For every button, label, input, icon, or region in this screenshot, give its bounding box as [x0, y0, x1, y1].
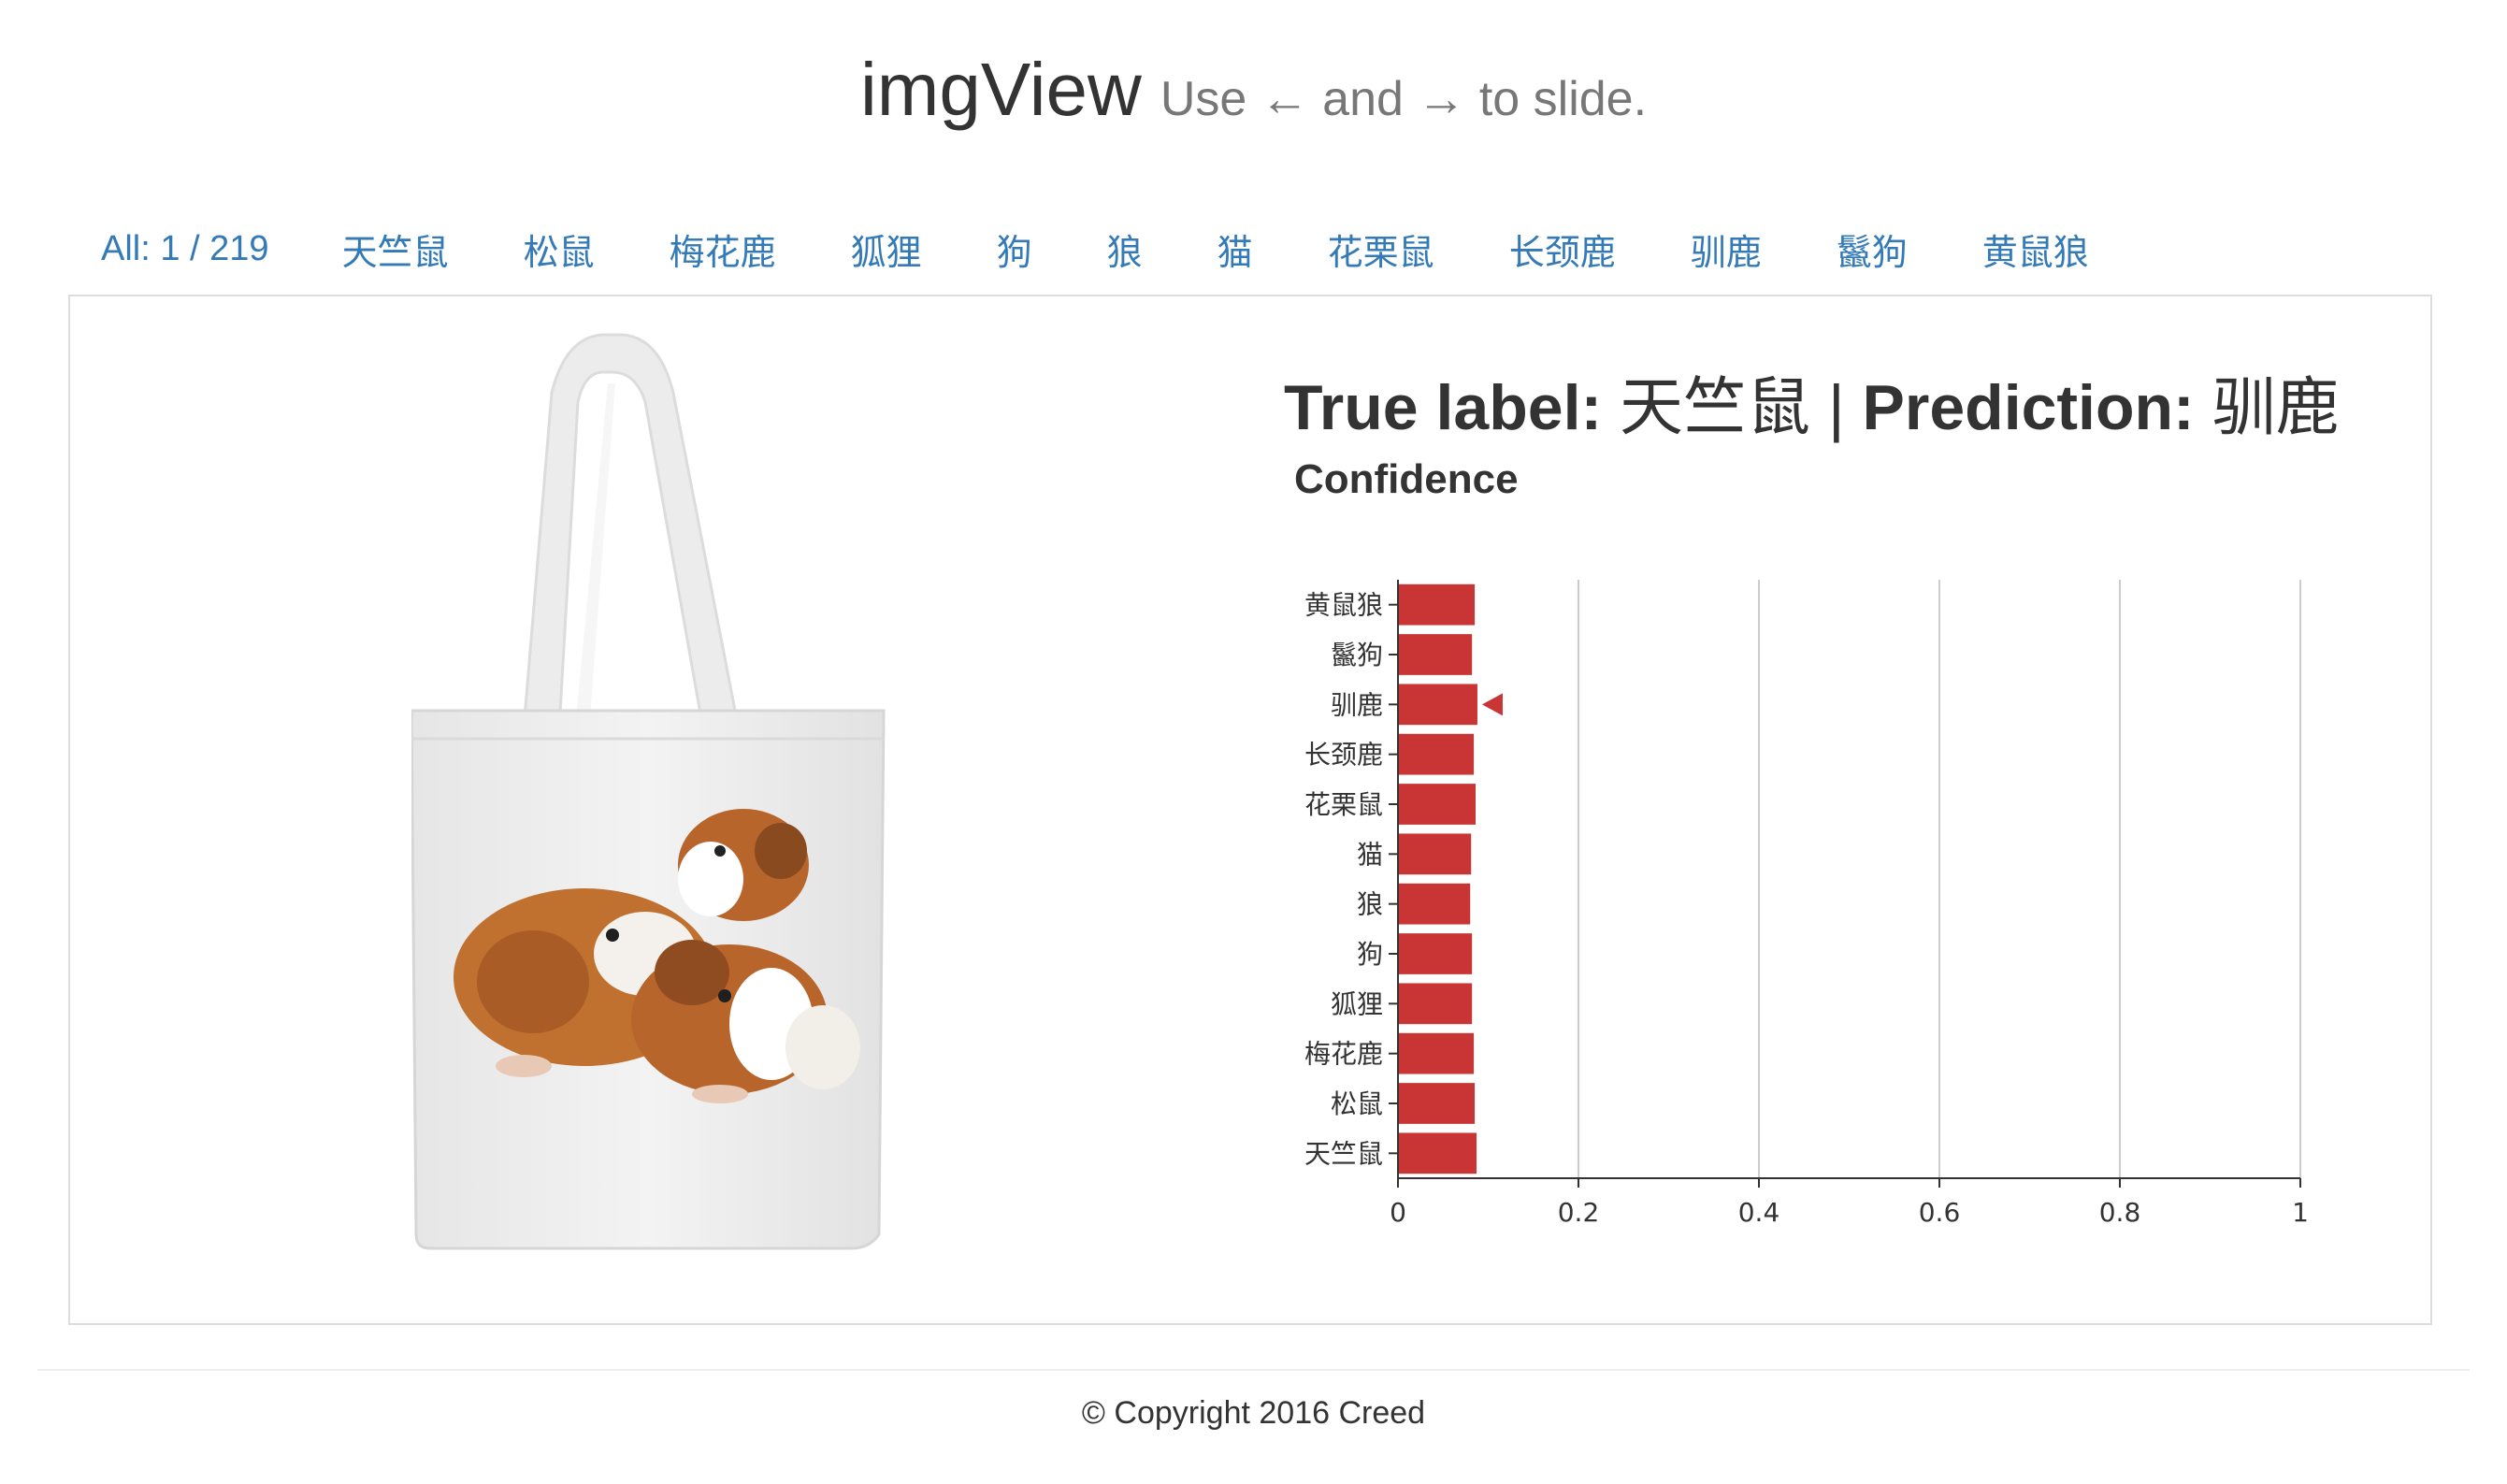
bar-黄鼠狼: [1399, 584, 1476, 626]
y-tick-label: 猫: [1357, 839, 1383, 870]
bar-长颈鹿: [1399, 733, 1475, 775]
bar-狼: [1399, 883, 1471, 925]
bar-梅花鹿: [1399, 1032, 1475, 1074]
nav-category-6[interactable]: 猫: [1217, 233, 1253, 273]
nav-category-9[interactable]: 驯鹿: [1690, 233, 1762, 273]
y-tick-label: 长颈鹿: [1304, 740, 1383, 771]
prediction-marker-icon: [1481, 693, 1503, 716]
bar-天竺鼠: [1399, 1132, 1477, 1174]
footer-copyright: © Copyright 2016 Creed: [1081, 1395, 1426, 1431]
y-tick-label: 梅花鹿: [1304, 1039, 1383, 1070]
bar-松鼠: [1399, 1083, 1476, 1124]
x-tick-label: 0.6: [1919, 1197, 1961, 1228]
x-tick-label: 1: [2292, 1197, 2309, 1228]
true-label-key: True label:: [1284, 372, 1603, 443]
guinea-pig-tote-bag-image: [411, 333, 886, 1250]
y-tick-label: 花栗鼠: [1304, 789, 1383, 820]
page-header: imgView Use ← and → to slide.: [0, 47, 2507, 133]
y-tick-label: 松鼠: [1331, 1088, 1383, 1119]
y-tick-label: 狐狸: [1331, 988, 1383, 1019]
nav-category-4[interactable]: 狗: [996, 233, 1032, 273]
y-tick-label: 驯鹿: [1331, 689, 1383, 720]
nav-category-0[interactable]: 天竺鼠: [341, 233, 449, 273]
nav-all-count[interactable]: All: 1 / 219: [101, 228, 269, 268]
y-tick-label: 黄鼠狼: [1304, 590, 1383, 621]
y-tick-label: 狗: [1357, 939, 1383, 970]
y-tick-label: 狼: [1357, 889, 1383, 920]
true-label-value: 天竺鼠: [1620, 372, 1811, 443]
nav-category-8[interactable]: 长颈鹿: [1508, 233, 1616, 273]
title-separator: |: [1827, 372, 1845, 443]
prediction-value: 驯鹿: [2212, 372, 2340, 443]
bar-狗: [1399, 933, 1473, 974]
result-title: True label: 天竺鼠 | Prediction: 驯鹿: [1284, 355, 2340, 448]
keyboard-hint: Use ← and → to slide.: [1160, 72, 1648, 126]
nav-category-5[interactable]: 狼: [1106, 233, 1143, 273]
brand-title: imgView: [859, 48, 1142, 131]
category-nav: All: 1 / 219 天竺鼠 松鼠 梅花鹿 狐狸 狗 狼 猫 花栗鼠 长颈鹿…: [101, 221, 2164, 277]
nav-category-7[interactable]: 花栗鼠: [1327, 233, 1434, 273]
x-tick-label: 0: [1390, 1197, 1406, 1228]
prediction-key: Prediction:: [1862, 372, 2195, 443]
bar-花栗鼠: [1399, 784, 1477, 825]
bar-驯鹿: [1399, 684, 1477, 726]
confidence-title: Confidence: [1294, 456, 1519, 502]
bar-鬣狗: [1399, 634, 1473, 675]
y-tick-label: 天竺鼠: [1304, 1138, 1383, 1169]
y-tick-label: 鬣狗: [1331, 640, 1383, 670]
bar-猫: [1399, 833, 1472, 875]
result-panel: [68, 295, 2432, 1325]
nav-category-11[interactable]: 黄鼠狼: [1981, 233, 2089, 273]
nav-category-2[interactable]: 梅花鹿: [669, 233, 776, 273]
x-tick-label: 0.8: [2099, 1197, 2141, 1228]
x-tick-label: 0.4: [1738, 1197, 1780, 1228]
nav-category-1[interactable]: 松鼠: [523, 233, 595, 273]
bar-狐狸: [1399, 983, 1473, 1025]
x-tick-label: 0.2: [1558, 1197, 1600, 1228]
nav-category-3[interactable]: 狐狸: [850, 233, 922, 273]
nav-category-10[interactable]: 鬣狗: [1836, 233, 1908, 273]
footer-divider: [37, 1369, 2470, 1371]
